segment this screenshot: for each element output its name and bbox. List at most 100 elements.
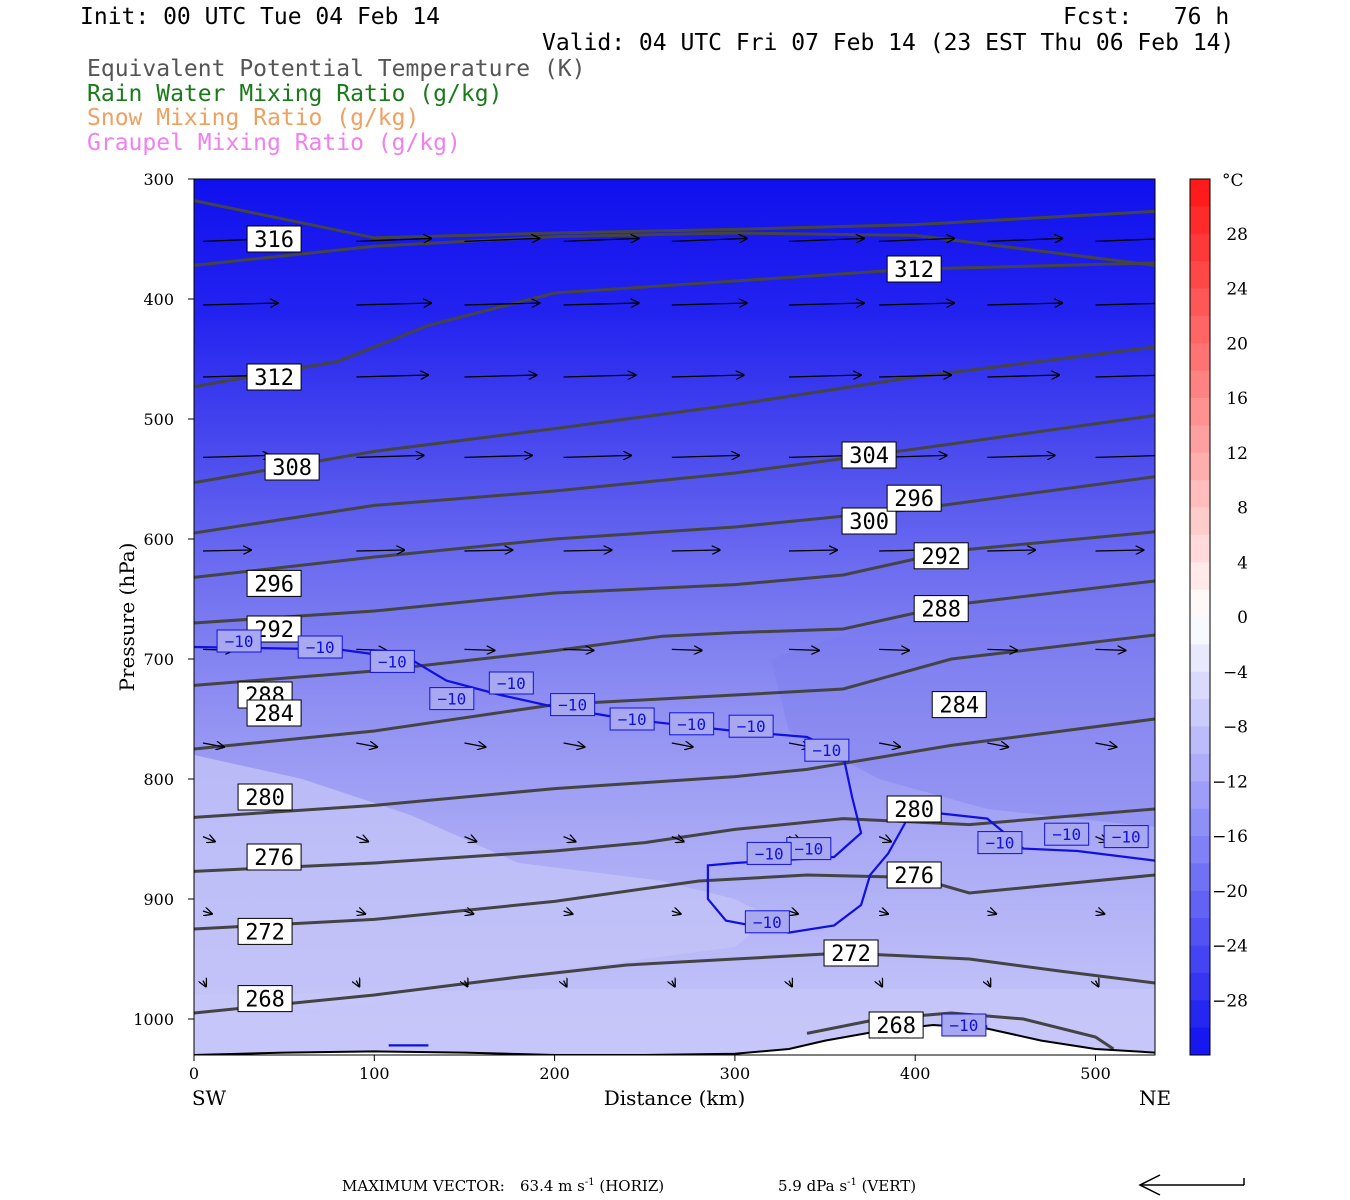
wind-vector — [464, 303, 540, 305]
x-axis-title: Distance (km) — [604, 1086, 746, 1110]
colorbar-tick-label: 12 — [1226, 444, 1248, 464]
y-tick-label: 1000 — [133, 1010, 174, 1029]
y-tick-label: 800 — [143, 770, 174, 789]
wind-vector — [356, 743, 377, 747]
theta-e-label-268: 268 — [245, 988, 285, 1013]
colorbar-segment — [1190, 699, 1210, 728]
vert-unit: (VERT) — [856, 1177, 917, 1195]
wind-vector — [563, 649, 594, 650]
y-tick-label: 500 — [143, 410, 174, 429]
colorbar-segment — [1190, 753, 1210, 782]
wind-vector — [1095, 550, 1144, 551]
colorbar-segment — [1190, 808, 1210, 837]
theta-e-label-box — [841, 507, 897, 535]
colorbar-tick-label: −12 — [1212, 772, 1248, 792]
wind-vector — [563, 743, 585, 747]
max-vector-vert: 5.9 dPa s-1 (VERT) — [778, 1177, 916, 1195]
x-label-right-end: NE — [1139, 1086, 1171, 1110]
theta-e-contour-272 — [194, 951, 1155, 1015]
wind-vector — [1096, 981, 1099, 987]
colorbar-segment — [1190, 507, 1210, 536]
vert-value: 5.9 dPa s — [778, 1177, 848, 1195]
wind-vector — [356, 837, 368, 842]
wind-vector — [563, 837, 576, 842]
isotherm-label: −10 — [1112, 828, 1141, 847]
colorbar-segment — [1190, 261, 1210, 290]
theta-e-label-box — [913, 542, 969, 570]
colorbar-tick-label: −20 — [1212, 882, 1248, 902]
wind-vector — [987, 911, 996, 914]
wind-vector — [879, 375, 951, 377]
colorbar-segment — [1190, 781, 1210, 810]
wind-vector — [987, 238, 1062, 241]
theta-e-label-box — [886, 795, 942, 823]
wind-vector — [879, 238, 954, 241]
wind-vector — [878, 837, 891, 842]
wind-vector — [671, 455, 740, 457]
theta-e-label-box — [841, 441, 897, 469]
colorbar-tick-label: 8 — [1237, 499, 1248, 519]
isotherm-label: −10 — [306, 638, 335, 657]
isotherm-label-box — [369, 649, 415, 673]
theta-e-label-box — [237, 783, 293, 811]
horiz-value: 63.4 m s — [520, 1177, 585, 1195]
legend-graupel: Graupel Mixing Ratio (g/kg) — [87, 130, 461, 156]
isotherm-label: −10 — [677, 715, 706, 734]
wind-vector — [987, 455, 1055, 457]
colorbar-segment — [1190, 452, 1210, 481]
wind-vector — [464, 455, 533, 457]
legend-snow: Snow Mixing Ratio (g/kg) — [87, 105, 420, 131]
wind-vector — [563, 238, 639, 241]
isotherm-label-box — [941, 1013, 987, 1037]
colorbar-segment — [1190, 534, 1210, 563]
wind-vector — [879, 649, 909, 650]
wind-vector — [465, 981, 468, 987]
isotherm-label-box — [804, 738, 850, 762]
colorbar-tick-label: 28 — [1226, 225, 1248, 245]
wind-vector — [878, 911, 888, 914]
colorbar-segment — [1190, 480, 1210, 509]
wind-vector — [356, 303, 431, 305]
x-tick-label: 400 — [900, 1064, 931, 1083]
wind-vector — [356, 550, 404, 551]
wind-vector — [202, 455, 271, 457]
wind-vector — [464, 550, 513, 551]
theta-e-label-280: 280 — [894, 798, 934, 823]
colorbar-segment — [1190, 863, 1210, 892]
wind-vector — [788, 303, 864, 305]
colorbar-tick-label: 20 — [1226, 334, 1248, 354]
wind-vector — [563, 303, 639, 305]
colorbar-segment — [1190, 617, 1210, 645]
isotherm-label-box — [550, 693, 596, 717]
wind-vector — [203, 981, 206, 987]
colorbar-segment — [1190, 644, 1210, 673]
horiz-exponent: -1 — [584, 1177, 595, 1188]
theta-e-label-box — [246, 225, 302, 253]
wind-vector — [878, 743, 900, 747]
theta-e-contour-280 — [194, 807, 1155, 873]
y-tick-label: 900 — [143, 890, 174, 909]
wind-vector — [564, 981, 567, 987]
isotherm-label-box — [728, 714, 774, 738]
wind-vector — [464, 649, 495, 650]
wind-vector — [987, 743, 1008, 747]
isotherm-label: −10 — [985, 834, 1014, 853]
isotherm-label: −10 — [378, 652, 407, 671]
reference-vector-head — [1138, 1174, 1161, 1196]
wind-vector — [987, 981, 990, 987]
isotherm-label: −10 — [794, 840, 823, 859]
wind-vector — [563, 455, 632, 457]
theta-e-label-box — [823, 939, 879, 967]
isotherm-label: −10 — [1052, 825, 1081, 844]
theta-e-label-312: 312 — [254, 366, 294, 391]
theta-e-contour-300 — [194, 475, 1155, 579]
x-tick-label: 500 — [1080, 1064, 1111, 1083]
y-tick-label: 600 — [143, 530, 174, 549]
theta-e-label-272: 272 — [245, 920, 285, 945]
theta-e-label-box — [264, 453, 320, 481]
wind-vector — [356, 375, 428, 377]
wind-vector — [671, 238, 747, 241]
wind-vector — [464, 743, 486, 747]
wind-vector — [987, 649, 1017, 650]
